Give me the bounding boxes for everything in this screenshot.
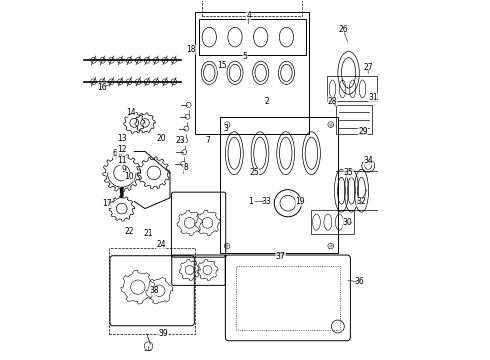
Text: 28: 28 [328,97,337,106]
Text: 20: 20 [156,134,166,143]
Text: 30: 30 [342,219,352,228]
Text: 31: 31 [369,93,378,102]
Text: 33: 33 [262,197,271,206]
Text: 14: 14 [126,108,136,117]
Text: 34: 34 [364,156,373,165]
Text: 7: 7 [205,136,210,145]
Text: 29: 29 [358,127,368,136]
Bar [236,266,340,330]
Bar [311,210,354,234]
Text: 8: 8 [184,163,189,172]
Text: 37: 37 [276,252,286,261]
Text: 13: 13 [117,134,126,143]
Text: 21: 21 [144,229,153,238]
Text: 17: 17 [103,199,112,208]
Bar [327,76,377,102]
Bar [109,248,195,334]
Text: 4: 4 [246,11,251,20]
Text: 23: 23 [176,136,186,145]
Text: 3: 3 [223,124,228,133]
Text: 1: 1 [248,197,253,206]
Bar [336,105,372,134]
Text: 38: 38 [149,286,159,295]
Text: 18: 18 [187,45,196,54]
Text: 9: 9 [121,165,126,174]
Text: 25: 25 [249,168,259,177]
Text: 10: 10 [124,172,134,181]
Text: 39: 39 [158,329,168,338]
Text: 24: 24 [156,240,166,249]
Text: 32: 32 [356,197,366,206]
Text: 12: 12 [117,145,126,154]
Text: 6: 6 [112,149,117,158]
Text: 2: 2 [264,97,269,106]
Text: 27: 27 [364,63,373,72]
Text: 16: 16 [98,83,107,92]
Text: 11: 11 [117,156,126,165]
Bar [220,117,338,253]
Text: 5: 5 [243,52,247,61]
Text: 22: 22 [124,227,134,236]
Text: 35: 35 [343,168,353,177]
Text: 19: 19 [295,197,305,206]
Bar [198,19,306,55]
Text: 26: 26 [339,26,348,35]
Bar [195,12,309,134]
Text: 36: 36 [354,277,364,286]
Bar [202,0,302,16]
Text: 15: 15 [217,61,226,70]
